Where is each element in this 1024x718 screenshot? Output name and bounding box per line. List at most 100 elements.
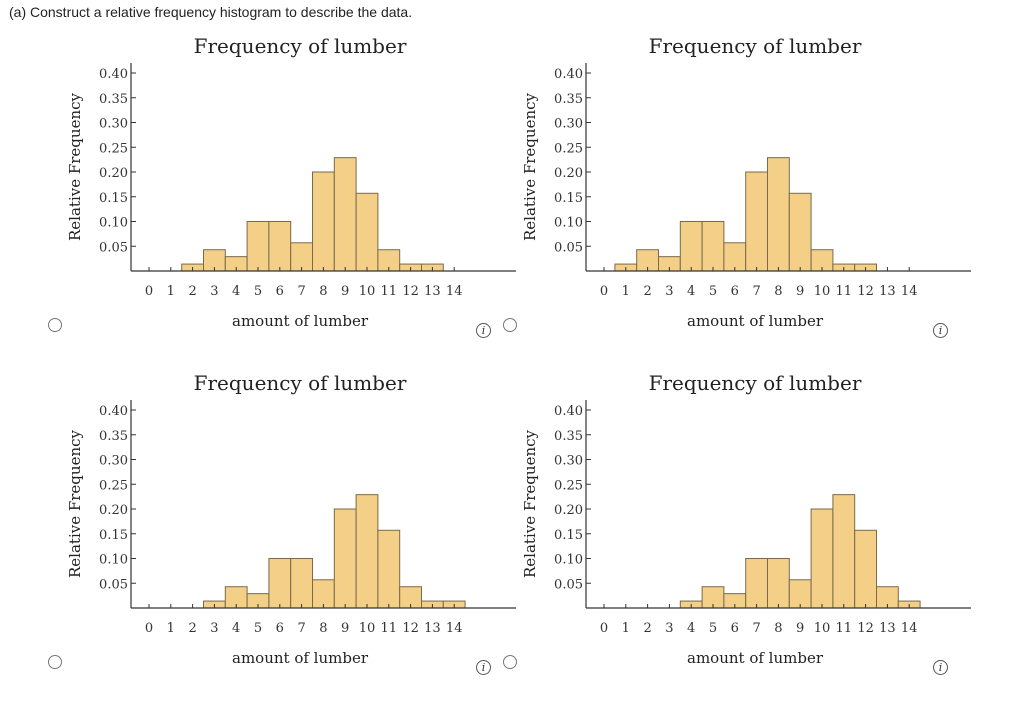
- x-tick-label: 7: [297, 621, 305, 636]
- y-tick-label: 0.10: [99, 216, 128, 231]
- y-tick-label: 0.25: [99, 141, 128, 156]
- x-tick-label: 0: [145, 621, 153, 636]
- x-axis-label: amount of lumber: [687, 649, 824, 667]
- x-tick-label: 9: [796, 284, 804, 299]
- y-tick-label: 0.05: [554, 240, 583, 255]
- chart-title: Frequency of lumber: [649, 371, 862, 395]
- y-tick-label: 0.30: [99, 454, 128, 469]
- x-tick-label: 7: [297, 284, 305, 299]
- x-tick-label: 12: [857, 621, 874, 636]
- x-tick-label: 14: [446, 621, 463, 636]
- y-tick-label: 0.15: [554, 528, 583, 543]
- x-tick-label: 9: [341, 621, 349, 636]
- y-tick-label: 0.20: [554, 166, 583, 181]
- y-tick-label: 0.05: [99, 577, 128, 592]
- info-icon[interactable]: i: [476, 660, 491, 675]
- x-tick-label: 0: [600, 621, 608, 636]
- x-axis-label: amount of lumber: [232, 649, 369, 667]
- x-tick-label: 3: [665, 621, 673, 636]
- y-tick-label: 0.10: [554, 553, 583, 568]
- x-tick-label: 10: [359, 621, 376, 636]
- histogram-bar: [312, 579, 335, 609]
- option-4-radio[interactable]: [503, 655, 517, 669]
- y-axis-label: Relative Frequency: [66, 92, 84, 241]
- y-tick-label: 0.20: [554, 503, 583, 518]
- option-2-radio[interactable]: [503, 318, 517, 332]
- y-tick-label: 0.40: [554, 404, 583, 419]
- histogram-chart: Frequency of lumber Relative Frequency amo…: [66, 371, 516, 667]
- x-tick-label: 4: [687, 284, 695, 299]
- x-tick-label: 11: [381, 621, 398, 636]
- x-tick-label: 5: [709, 284, 717, 299]
- y-axis-label: Relative Frequency: [66, 429, 84, 578]
- x-tick-label: 11: [836, 621, 853, 636]
- histogram-bar: [788, 579, 812, 609]
- histogram-bar: [268, 558, 292, 609]
- histogram-bar: [290, 242, 313, 272]
- x-tick-label: 5: [254, 621, 262, 636]
- histogram-bar: [832, 494, 856, 609]
- histogram-bar: [268, 221, 292, 272]
- x-tick-label: 6: [731, 284, 739, 299]
- histogram-chart: Frequency of lumber Relative Frequency amo…: [521, 371, 971, 667]
- histogram-bar: [246, 221, 270, 272]
- option-3-radio[interactable]: [48, 655, 62, 669]
- x-tick-label: 7: [752, 621, 760, 636]
- x-tick-label: 14: [901, 621, 918, 636]
- x-tick-label: 10: [814, 284, 831, 299]
- question-text: (a) Construct a relative frequency histo…: [9, 4, 413, 20]
- x-tick-label: 2: [188, 621, 196, 636]
- x-tick-label: 7: [752, 284, 760, 299]
- info-icon[interactable]: i: [933, 323, 948, 338]
- option-1-radio[interactable]: [48, 318, 62, 332]
- x-tick-label: 12: [857, 284, 874, 299]
- x-tick-label: 6: [276, 284, 284, 299]
- x-tick-label: 1: [622, 621, 630, 636]
- y-axis-label: Relative Frequency: [521, 92, 539, 241]
- y-tick-label: 0.40: [99, 404, 128, 419]
- y-tick-label: 0.10: [554, 216, 583, 231]
- x-tick-label: 2: [188, 284, 196, 299]
- y-tick-label: 0.35: [554, 92, 583, 107]
- chart-title: Frequency of lumber: [194, 34, 407, 58]
- x-tick-label: 3: [210, 621, 218, 636]
- x-tick-label: 11: [381, 284, 398, 299]
- chart-title: Frequency of lumber: [649, 34, 862, 58]
- histogram-bar: [312, 171, 335, 272]
- y-tick-label: 0.30: [554, 454, 583, 469]
- x-tick-label: 5: [709, 621, 717, 636]
- histogram-option-1: Frequency of lumber Relative Frequency amo…: [60, 30, 530, 340]
- y-tick-label: 0.20: [99, 503, 128, 518]
- x-tick-label: 4: [232, 284, 240, 299]
- x-tick-label: 3: [665, 284, 673, 299]
- histogram-chart: Frequency of lumber Relative Frequency amo…: [521, 34, 971, 330]
- y-tick-label: 0.15: [99, 528, 128, 543]
- x-axis-label: amount of lumber: [232, 312, 369, 330]
- x-tick-label: 14: [901, 284, 918, 299]
- x-tick-label: 11: [836, 284, 853, 299]
- info-icon[interactable]: i: [933, 660, 948, 675]
- y-tick-label: 0.40: [99, 67, 128, 82]
- y-tick-label: 0.35: [554, 429, 583, 444]
- histogram-option-4: Frequency of lumber Relative Frequency amo…: [515, 367, 985, 677]
- y-tick-label: 0.30: [99, 117, 128, 132]
- y-axis-label: Relative Frequency: [521, 429, 539, 578]
- x-tick-label: 3: [210, 284, 218, 299]
- histogram-bar: [377, 529, 401, 609]
- histogram-bar: [854, 529, 878, 609]
- y-tick-label: 0.35: [99, 429, 128, 444]
- histogram-bar: [810, 508, 834, 609]
- x-tick-label: 9: [341, 284, 349, 299]
- x-tick-label: 8: [774, 284, 782, 299]
- y-tick-label: 0.10: [99, 553, 128, 568]
- y-tick-label: 0.35: [99, 92, 128, 107]
- x-tick-label: 4: [687, 621, 695, 636]
- x-tick-label: 0: [600, 284, 608, 299]
- x-tick-label: 1: [622, 284, 630, 299]
- info-icon[interactable]: i: [476, 323, 491, 338]
- x-tick-label: 13: [424, 284, 441, 299]
- y-tick-label: 0.25: [554, 141, 583, 156]
- y-tick-label: 0.25: [554, 478, 583, 493]
- x-tick-label: 4: [232, 621, 240, 636]
- x-tick-label: 8: [319, 284, 327, 299]
